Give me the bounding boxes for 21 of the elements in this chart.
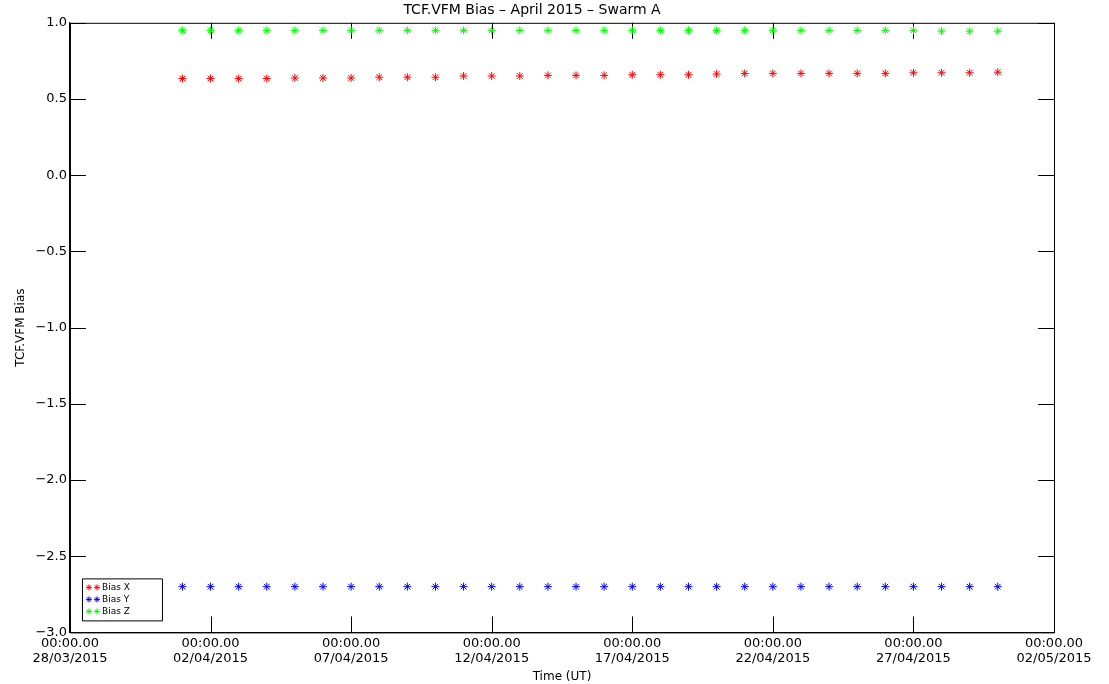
- y-axis-title: TCF.VFM Bias: [13, 288, 28, 368]
- x-tick-label: 00:00.00 02/04/2015: [173, 634, 249, 666]
- x-tick-label: 00:00.00 12/04/2015: [454, 634, 530, 666]
- x-tick-label: 00:00.00 22/04/2015: [735, 634, 811, 666]
- y-tick-label: 0.0: [46, 166, 67, 182]
- y-tick-label: 0.5: [46, 90, 67, 106]
- chart-title: TCF.VFM Bias – April 2015 – Swarm A: [402, 1, 662, 18]
- x-tick-label: 00:00.00 07/04/2015: [313, 634, 389, 666]
- y-tick-label: −1.5: [35, 395, 67, 411]
- y-tick-label: −0.5: [35, 242, 67, 258]
- y-tick-label: −2.0: [35, 471, 67, 487]
- legend-label: Bias X: [101, 581, 130, 592]
- y-tick-label: 1.0: [46, 14, 67, 30]
- x-tick-label: 00:00.00 17/04/2015: [594, 634, 670, 666]
- x-tick-label: 00:00.00 27/04/2015: [875, 634, 951, 666]
- legend-label: Bias Y: [101, 593, 130, 604]
- x-axis-title: Time (UT): [531, 668, 592, 683]
- x-tick-label: 00:00.00 02/05/2015: [1016, 634, 1092, 666]
- legend-label: Bias Z: [101, 605, 130, 616]
- y-tick-label: −2.5: [35, 547, 67, 563]
- y-tick-label: −1.0: [35, 318, 67, 334]
